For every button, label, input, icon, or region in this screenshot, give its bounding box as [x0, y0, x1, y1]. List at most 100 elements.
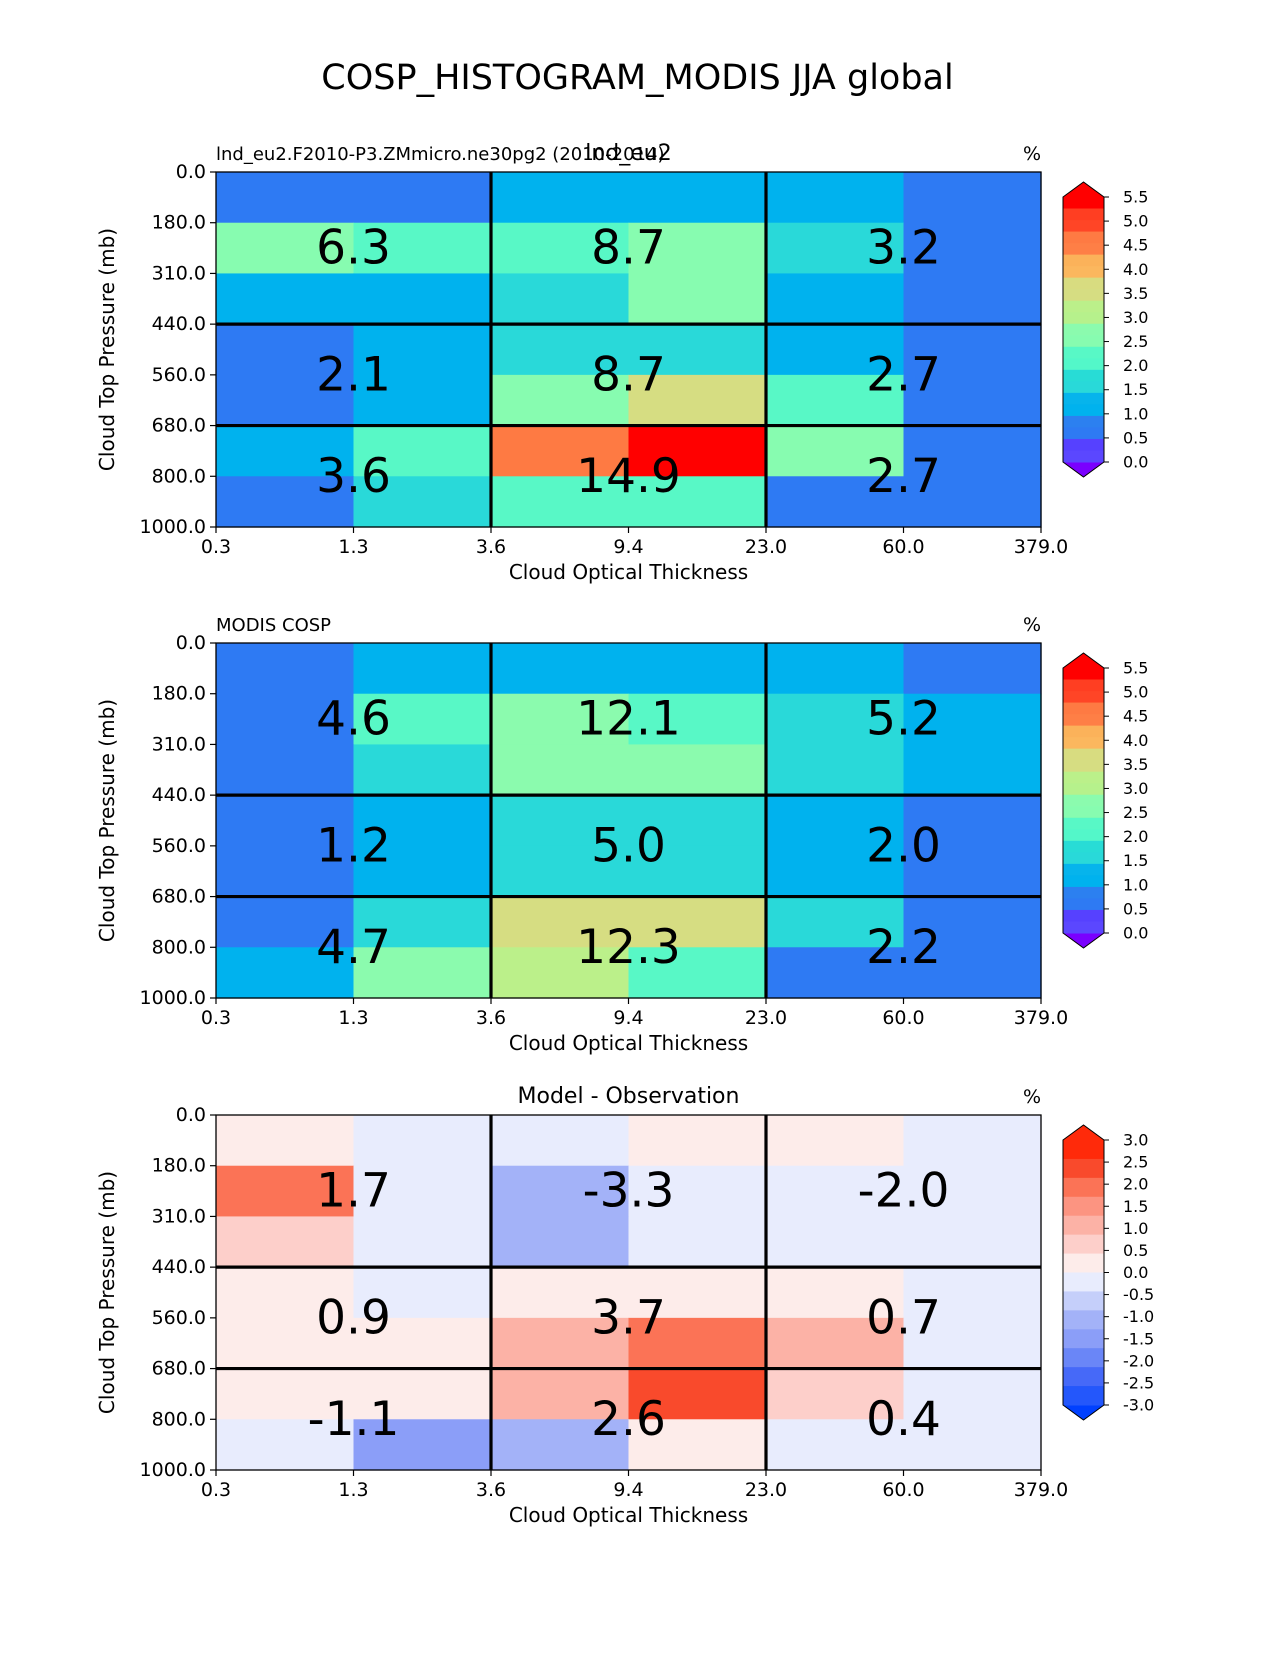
colorbar-tick-label: 1.5 — [1123, 380, 1148, 399]
colorbar-tick-label: 1.0 — [1123, 875, 1148, 894]
colorbar-cap-top — [1063, 1125, 1104, 1140]
colorbar-segment — [1063, 760, 1104, 773]
group-sum-label: 2.6 — [591, 1392, 666, 1447]
heatmap-cell — [491, 795, 630, 847]
heatmap-cell — [628, 1115, 767, 1167]
colorbar-segment — [1063, 806, 1104, 819]
colorbar-segment — [1063, 300, 1104, 313]
panel-title-left: lnd_eu2.F2010-P3.ZMmicro.ne30pg2 (2010-2… — [216, 144, 664, 165]
colorbar-tick-label: 4.5 — [1123, 707, 1148, 726]
heatmap-cell — [491, 1267, 630, 1319]
heatmap-cell — [353, 1216, 492, 1268]
x-tick-label: 0.3 — [201, 536, 231, 558]
y-tick-label: 560.0 — [152, 835, 206, 857]
colorbar-segment — [1063, 737, 1104, 750]
colorbar-tick-label: 3.5 — [1123, 755, 1148, 774]
colorbar-segment — [1063, 875, 1104, 888]
colorbar-tick-label: 5.0 — [1123, 683, 1148, 702]
y-tick-label: 440.0 — [152, 1256, 206, 1278]
heatmap-cell — [491, 1115, 630, 1167]
heatmap-cell — [903, 693, 1042, 746]
panel-2: 4.6 12.1 5.2 1.2 5.0 2.0 4.7 12.3 2.2 0.3 1.3 3.6 9.… — [95, 614, 1148, 1055]
heatmap-cell — [628, 643, 767, 695]
colorbar-cap-bottom — [1063, 462, 1104, 477]
heatmap-cell — [491, 374, 630, 427]
heatmap-cell — [216, 374, 355, 427]
y-tick-label: 680.0 — [152, 1358, 206, 1380]
colorbar-segment — [1063, 1140, 1104, 1160]
heatmap-cell — [216, 643, 355, 695]
heatmap-cell — [766, 172, 905, 224]
heatmap-cell — [903, 1368, 1042, 1420]
group-sum-label: 4.7 — [316, 920, 391, 975]
heatmap-cell — [766, 273, 905, 325]
heatmap-cell — [491, 1317, 630, 1370]
colorbar-segment — [1063, 243, 1104, 256]
heatmap-cell — [628, 476, 767, 528]
colorbar-segment — [1063, 1291, 1104, 1311]
colorbar-tick-label: 0.0 — [1123, 453, 1148, 472]
heatmap-cell — [353, 476, 492, 528]
colorbar-segment — [1063, 427, 1104, 440]
x-tick-label: 23.0 — [745, 1479, 787, 1501]
x-tick-label: 379.0 — [1014, 536, 1068, 558]
colorbar-segment — [1063, 450, 1104, 463]
y-tick-label: 180.0 — [152, 683, 206, 705]
heatmap-cell — [491, 744, 630, 796]
group-sum-label: 3.6 — [316, 449, 391, 504]
colorbar-segment — [1063, 898, 1104, 911]
colorbar-tick-label: 5.0 — [1123, 212, 1148, 231]
x-tick-label: 0.3 — [201, 1007, 231, 1029]
colorbar-segment — [1063, 1386, 1104, 1406]
heatmap-cell — [353, 896, 492, 948]
heatmap-cell — [903, 374, 1042, 427]
colorbar-tick-label: 2.5 — [1123, 803, 1148, 822]
colorbar-segment — [1063, 1196, 1104, 1217]
group-sum-label: 0.9 — [316, 1290, 391, 1345]
colorbar-tick-label: 2.5 — [1123, 1153, 1148, 1172]
heatmap-cell — [491, 643, 630, 695]
colorbar-segment — [1063, 921, 1104, 934]
group-sum-label: 3.7 — [591, 1290, 666, 1345]
colorbar-cap-top — [1063, 182, 1104, 197]
x-tick-label: 23.0 — [745, 536, 787, 558]
x-tick-label: 379.0 — [1014, 1479, 1068, 1501]
heatmap-cell — [216, 744, 355, 796]
heatmap-cell — [903, 896, 1042, 948]
heatmap-cell — [216, 1267, 355, 1319]
heatmap-cell — [766, 1267, 905, 1319]
x-axis-label: Cloud Optical Thickness — [509, 1503, 748, 1527]
heatmap-cell — [216, 425, 355, 477]
colorbar-segment — [1063, 208, 1104, 221]
heatmap-cell — [628, 845, 767, 898]
heatmap-cell — [766, 1165, 905, 1218]
colorbar-segment — [1063, 231, 1104, 244]
heatmap-cell — [353, 1267, 492, 1319]
colorbar-tick-label: 2.0 — [1123, 827, 1148, 846]
heatmap-cell — [216, 222, 355, 275]
colorbar-tick-label: 4.5 — [1123, 236, 1148, 255]
heatmap-cell — [216, 947, 355, 999]
heatmap-cell — [766, 896, 905, 948]
colorbar-tick-label: 4.0 — [1123, 731, 1148, 750]
heatmap-cell — [216, 1368, 355, 1420]
heatmap-cell — [766, 374, 905, 427]
panel-title-left: MODIS COSP — [216, 615, 331, 636]
heatmap-cell — [903, 1115, 1042, 1167]
colorbar-segment — [1063, 312, 1104, 325]
colorbar-segment — [1063, 346, 1104, 359]
colorbar-tick-label: 0.0 — [1123, 924, 1148, 943]
heatmap-cell — [216, 1317, 355, 1370]
colorbar-tick-label: -1.5 — [1123, 1329, 1154, 1348]
y-tick-label: 800.0 — [152, 936, 206, 958]
group-sum-label: 6.3 — [316, 221, 391, 276]
heatmap-cell — [628, 222, 767, 275]
group-sum-label: 12.3 — [576, 920, 681, 975]
colorbar-segment — [1063, 702, 1104, 715]
x-axis-label: Cloud Optical Thickness — [509, 1031, 748, 1055]
heatmap-cell — [628, 744, 767, 796]
heatmap-cell — [628, 273, 767, 325]
heatmap-cell — [766, 425, 905, 477]
heatmap-cell — [491, 1368, 630, 1420]
heatmap-cell — [903, 172, 1042, 224]
